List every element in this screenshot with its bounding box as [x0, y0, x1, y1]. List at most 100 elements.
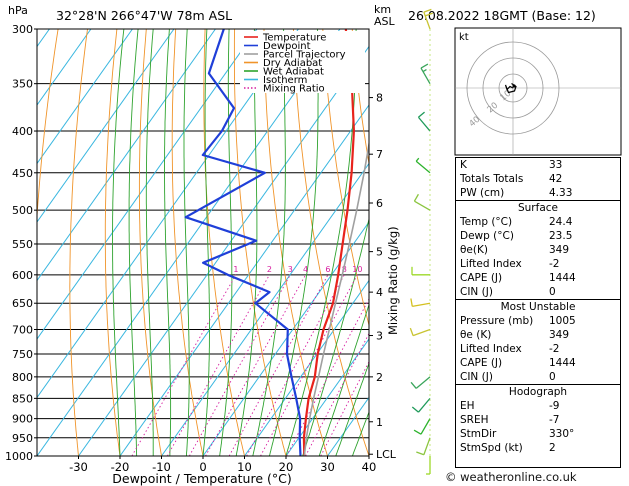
- legend-label: Dewpoint: [263, 41, 311, 52]
- datetime-header: 26.08.2022 18GMT (Base: 12): [408, 8, 596, 23]
- axis-labels: 3003504004505005506006507007508008509009…: [5, 23, 397, 474]
- dewpoint-point: [286, 353, 288, 355]
- most-unstable-title: Most Unstable: [500, 301, 576, 313]
- parcel-trajectory-point: [341, 274, 344, 276]
- wind-barb-flag: [410, 381, 417, 389]
- stmdir-value: 330°: [549, 428, 575, 440]
- dewpoint-point: [226, 274, 229, 276]
- wind-barb-staff: [423, 11, 431, 30]
- temperature-tick-label: 20: [279, 460, 294, 474]
- temperature-point: [303, 437, 305, 439]
- dewpoint-point: [233, 107, 235, 109]
- pressure-tick-label: 750: [12, 348, 33, 361]
- dry-adiabat-line: [37, 29, 59, 456]
- most-unstable-section: Most Unstable Pressure (mb) 1005 θe (K) 34…: [456, 299, 620, 384]
- sreh-label: SREH: [460, 414, 489, 426]
- wind-barb-flag: [416, 451, 425, 456]
- pressure-tick-label: 300: [12, 23, 33, 36]
- wet-adiabat-line: [302, 216, 369, 456]
- wet-adiabat-line: [318, 302, 369, 456]
- temperature-tick-label: 10: [237, 460, 252, 474]
- hodograph-unit-label: kt: [459, 32, 469, 43]
- pressure-tick-label: 500: [12, 204, 33, 217]
- mixing-ratio-label: 6: [325, 265, 330, 274]
- asl-unit-label: ASL: [374, 15, 396, 28]
- hodograph-frame: [454, 27, 622, 156]
- surface-section: Surface Temp (°C) 24.4 Dewp (°C) 23.5 θe(K…: [456, 200, 620, 299]
- pressure-tick-label: 650: [12, 297, 33, 310]
- surface-title: Surface: [517, 202, 558, 214]
- eh-label: EH: [460, 400, 475, 412]
- mixing-ratio-axis-title: Mixing Ratio (g/kg): [386, 226, 400, 335]
- x-axis-title: Dewpoint / Temperature (°C): [112, 471, 291, 486]
- wind-barb-flag: [424, 12, 433, 17]
- totals-totals-value: 42: [549, 173, 563, 185]
- totals-totals-label: Totals Totals: [460, 173, 524, 185]
- hodograph-title: Hodograph: [508, 386, 568, 398]
- wet-adiabat-line: [202, 29, 210, 456]
- temperature-tick-label: -30: [69, 460, 88, 474]
- isotherm-line: [244, 279, 369, 456]
- dewpoint-point: [202, 154, 204, 156]
- mixing-ratio-label: 3: [288, 265, 293, 274]
- dry-adiabat-line: [203, 29, 245, 456]
- mixing-ratio-label: 1: [233, 265, 238, 274]
- wet-adiabat-line: [183, 29, 190, 456]
- wind-barb-flag: [413, 193, 419, 202]
- mu-li-label: Lifted Index: [460, 343, 522, 355]
- dewpoint-point: [221, 130, 223, 132]
- parcel-trajectory-point: [363, 172, 365, 174]
- surface-cape-value: 1444: [549, 272, 576, 284]
- mixing-ratio-line: [189, 274, 291, 456]
- pressure-tick-label: 550: [12, 238, 33, 251]
- wind-barb-staff: [417, 116, 431, 132]
- temperature-point: [353, 130, 355, 132]
- stmspd-value: 2: [549, 442, 556, 454]
- surface-dewp-value: 23.5: [549, 230, 573, 242]
- mixing-ratio-label: 25: [409, 265, 419, 274]
- stmdir-label: StmDir: [460, 428, 497, 440]
- plot-background-lines: [37, 29, 369, 456]
- pressure-tick-label: 900: [12, 413, 33, 426]
- km-tick-label: LCL: [376, 448, 397, 461]
- mu-cin-value: 0: [549, 371, 556, 383]
- hodograph-section: Hodograph EH -9 SREH -7 StmDir 330° StmSpd …: [456, 384, 620, 455]
- km-tick-label: 7: [376, 148, 383, 161]
- dewpoint-point: [268, 291, 271, 293]
- isotherm-line: [37, 29, 216, 282]
- mu-cape-value: 1444: [549, 357, 576, 369]
- parcel-trajectory-point: [348, 243, 351, 245]
- wet-adiabat-line: [219, 29, 233, 456]
- surface-temp-value: 24.4: [549, 216, 573, 228]
- mixing-ratio-label: 4: [303, 265, 308, 274]
- hpa-unit-label: hPa: [8, 4, 28, 17]
- wet-adiabat-line: [252, 29, 286, 456]
- legend-label: Isotherm: [263, 75, 307, 86]
- legend-background: [240, 31, 365, 93]
- mu-cin-label: CIN (J): [460, 371, 493, 383]
- isotherm-line: [285, 338, 369, 456]
- pw-label: PW (cm): [460, 187, 505, 199]
- wet-adiabat-line: [145, 29, 154, 456]
- mixing-ratio-line: [131, 274, 237, 456]
- parcel-trajectory-point: [317, 376, 320, 378]
- wind-barb-staff: [420, 418, 431, 435]
- temperature-point: [341, 243, 344, 245]
- temperature-tick-label: 30: [320, 460, 335, 474]
- temperature-point: [332, 302, 334, 305]
- legend-label: Mixing Ratio: [263, 84, 325, 95]
- dewpoint-point: [254, 302, 257, 305]
- km-tick-label: 3: [376, 330, 383, 343]
- mixing-ratio-line: [305, 332, 369, 456]
- temperature-point: [313, 376, 316, 378]
- mu-cape-label: CAPE (J): [460, 357, 503, 369]
- dry-adiabat-line: [233, 29, 287, 456]
- isotherm-line: [161, 162, 369, 456]
- parcel-trajectory-point: [322, 353, 325, 355]
- wind-barb-staff: [415, 376, 431, 389]
- dry-adiabat-line: [104, 29, 121, 456]
- hodograph-storm-motion: [512, 84, 516, 88]
- wind-barb-staff: [414, 200, 431, 211]
- mixing-ratio-label: 10: [352, 265, 362, 274]
